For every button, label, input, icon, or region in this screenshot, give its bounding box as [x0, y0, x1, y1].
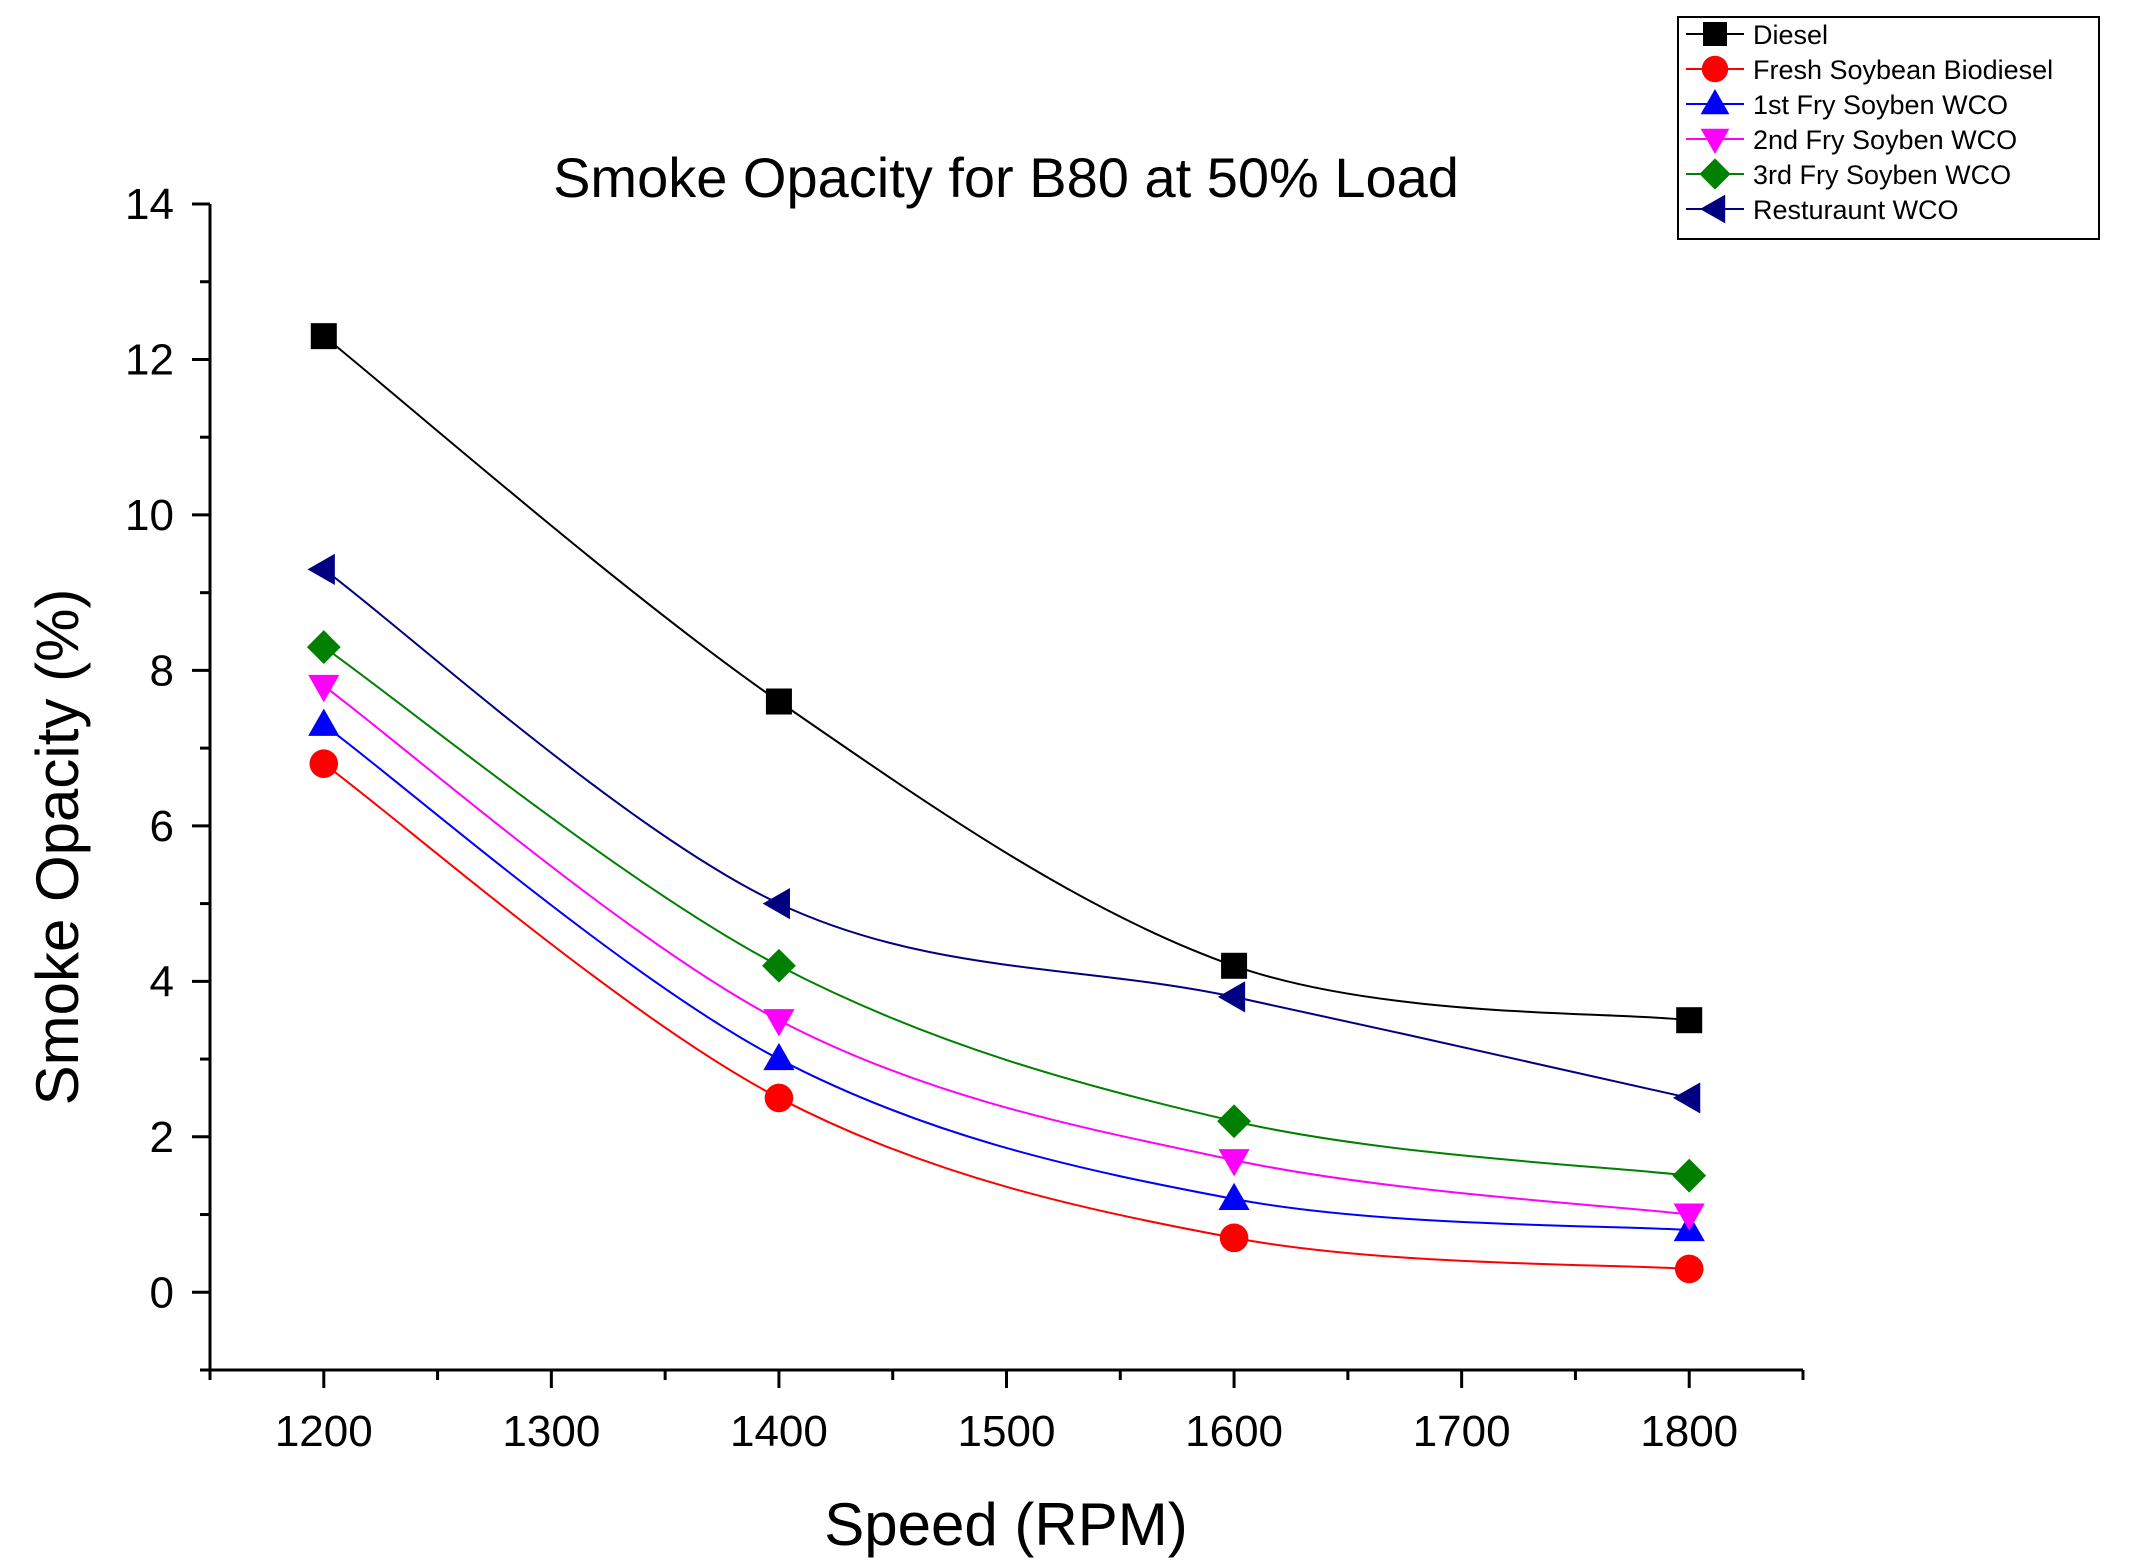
data-point	[764, 1083, 794, 1113]
data-point	[309, 749, 339, 778]
legend-label: Resturaunt WCO	[1753, 195, 1959, 225]
x-tick-label: 1300	[502, 1407, 600, 1456]
data-point	[1219, 1223, 1249, 1253]
x-axis-label: Speed (RPM)	[824, 1491, 1187, 1558]
legend-box	[1677, 16, 2100, 240]
data-point	[762, 888, 790, 920]
data-point	[1217, 981, 1246, 1013]
series-3rd-fry-soyben-wco	[306, 630, 1707, 1193]
series-layer	[306, 323, 1707, 1284]
y-tick-label: 2	[150, 1113, 174, 1162]
series-resturaunt-wco	[307, 553, 1701, 1114]
data-point	[306, 630, 341, 664]
data-point	[1218, 1149, 1250, 1177]
legend-label: Fresh Soybean Biodiesel	[1753, 55, 2053, 85]
series-2nd-fry-soyben-wco	[308, 674, 1705, 1231]
x-tick-label: 1500	[958, 1407, 1056, 1456]
data-point	[765, 688, 792, 715]
chart-title: Smoke Opacity for B80 at 50% Load	[553, 146, 1459, 209]
x-tick-label: 1700	[1413, 1407, 1511, 1456]
y-axis-label: Smoke Opacity (%)	[24, 589, 91, 1106]
series-line	[323, 724, 1690, 1232]
x-tick-label: 1600	[1185, 1407, 1283, 1456]
data-point	[763, 1009, 795, 1037]
y-tick-label: 12	[125, 335, 174, 384]
x-tick-label: 1800	[1640, 1407, 1738, 1456]
legend-label: 2nd Fry Soyben WCO	[1753, 125, 2017, 155]
series-line	[323, 646, 1690, 1177]
data-point	[307, 553, 335, 585]
legend-marker	[1700, 194, 1726, 224]
axes: 0 2 4 6 8 10 12 14 1200 1300 1400 1500 1600 1700 1800	[125, 180, 1805, 1456]
legend-item-2nd-fry-soyben-wco: 2nd Fry Soyben WCO	[1686, 125, 2017, 155]
legend-item-1st-fry-soyben-wco: 1st Fry Soyben WCO	[1686, 89, 2008, 120]
data-point	[1221, 952, 1248, 979]
series-line	[323, 762, 1690, 1270]
legend-marker	[1701, 55, 1729, 83]
y-tick-label: 14	[125, 180, 174, 229]
y-tick-label: 0	[150, 1268, 174, 1317]
y-tick-label: 4	[150, 957, 174, 1006]
data-point	[308, 674, 340, 703]
legend-label: 3rd Fry Soyben WCO	[1753, 160, 2011, 190]
data-point	[762, 948, 796, 983]
data-point	[1672, 1082, 1701, 1114]
series-fresh-soybean-biodiesel	[309, 749, 1704, 1284]
data-point	[1674, 1254, 1704, 1284]
legend-marker	[1700, 128, 1730, 154]
y-tick-label: 8	[150, 646, 174, 695]
data-point	[1676, 1007, 1703, 1034]
data-point	[1217, 1104, 1251, 1139]
series-line	[323, 568, 1690, 1099]
series-1st-fry-soyben-wco	[308, 708, 1705, 1242]
legend-label: 1st Fry Soyben WCO	[1753, 90, 2008, 120]
legend-label: Diesel	[1753, 20, 1828, 50]
data-point	[1218, 1182, 1250, 1211]
legend-item-fresh-soybean-biodiesel: Fresh Soybean Biodiesel	[1686, 55, 2053, 85]
data-point	[1672, 1158, 1707, 1193]
data-point	[310, 323, 337, 350]
y-tick-label: 6	[150, 802, 174, 851]
x-tick-label: 1400	[730, 1407, 828, 1456]
legend-marker	[1700, 89, 1730, 115]
legend-marker	[1703, 22, 1727, 46]
series-line	[323, 685, 1690, 1216]
y-tick-label: 10	[125, 491, 174, 540]
legend-item-3rd-fry-soyben-wco: 3rd Fry Soyben WCO	[1686, 158, 2011, 190]
data-point	[1673, 1203, 1705, 1231]
legend-item-resturaunt-wco: Resturaunt WCO	[1686, 194, 1959, 225]
legend-item-diesel: Diesel	[1686, 20, 1828, 50]
legend: Diesel Fresh Soybean Biodiesel 1st Fry Soy…	[1677, 16, 2100, 240]
data-point	[763, 1042, 795, 1071]
series-diesel	[310, 323, 1703, 1034]
data-point	[308, 708, 340, 736]
x-tick-label: 1200	[275, 1407, 373, 1456]
legend-marker	[1699, 158, 1731, 190]
series-line	[323, 335, 1690, 1022]
